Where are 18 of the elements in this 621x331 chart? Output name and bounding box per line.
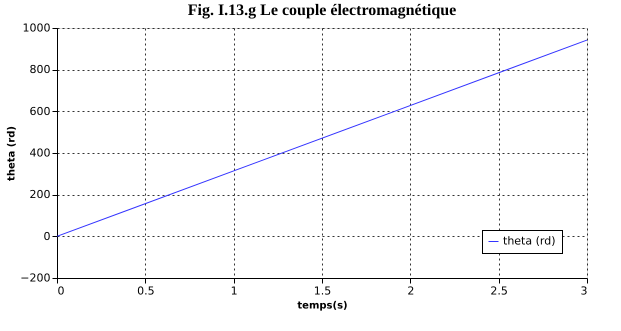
- x-tick-label: 0: [58, 284, 64, 298]
- y-tick-label: 200: [30, 188, 50, 202]
- y-tick-label: 1000: [22, 22, 50, 34]
- x-tick-label: 2.5: [490, 284, 508, 298]
- y-tick-label: 800: [30, 63, 50, 76]
- y-tick-label: 400: [30, 146, 50, 160]
- chart-title: Fig. I.13.g Le couple électromagnétique: [188, 2, 456, 19]
- x-tick-label: 3: [580, 284, 588, 298]
- x-tick-label: 2: [407, 284, 414, 298]
- x-axis-title: temps(s): [297, 300, 348, 312]
- x-tick-label: 1: [230, 284, 238, 298]
- x-tick-label: 0.5: [137, 284, 155, 298]
- legend-label: theta (rd): [503, 234, 556, 248]
- x-tick-label: 1.5: [314, 284, 332, 298]
- y-tick-label: −200: [20, 272, 50, 284]
- y-tick-label: 0: [44, 230, 50, 243]
- y-tick-label: 600: [30, 104, 50, 118]
- y-axis-title: theta (rd): [6, 126, 18, 181]
